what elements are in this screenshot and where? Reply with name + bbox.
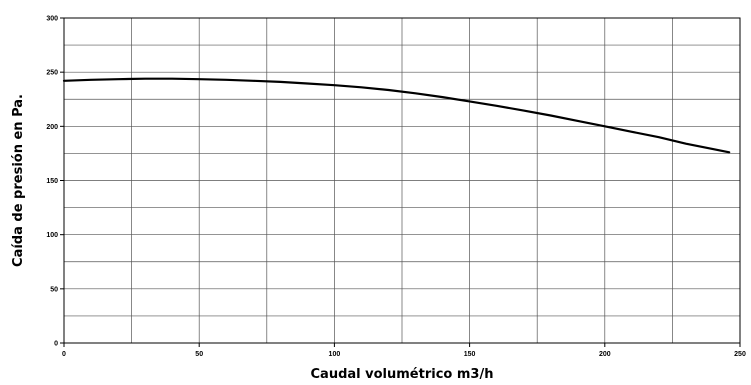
- series-line: [62, 77, 731, 154]
- grid: [64, 18, 740, 343]
- y-tick-label: 300: [46, 16, 58, 23]
- y-axis-title: Caída de presión en Pa.: [11, 94, 26, 267]
- y-tick-label: 100: [46, 232, 58, 239]
- y-axis-ticks: 0 50 100 150 200 250 300: [46, 16, 64, 348]
- x-tick-label: 50: [195, 351, 203, 358]
- y-tick-label: 250: [46, 70, 58, 77]
- x-tick-label: 200: [599, 351, 611, 358]
- y-tick-label: 0: [54, 341, 58, 348]
- x-tick-label: 250: [734, 351, 746, 358]
- x-tick-label: 0: [62, 351, 66, 358]
- x-tick-label: 100: [329, 351, 341, 358]
- x-axis-title: Caudal volumétrico m3/h: [311, 367, 494, 382]
- series-layer: [62, 77, 731, 154]
- x-tick-label: 150: [464, 351, 476, 358]
- y-tick-label: 50: [50, 286, 58, 293]
- y-tick-label: 200: [46, 124, 58, 131]
- y-tick-label: 150: [46, 178, 58, 185]
- x-axis-ticks: 0 50 100 150 200 250: [62, 343, 746, 358]
